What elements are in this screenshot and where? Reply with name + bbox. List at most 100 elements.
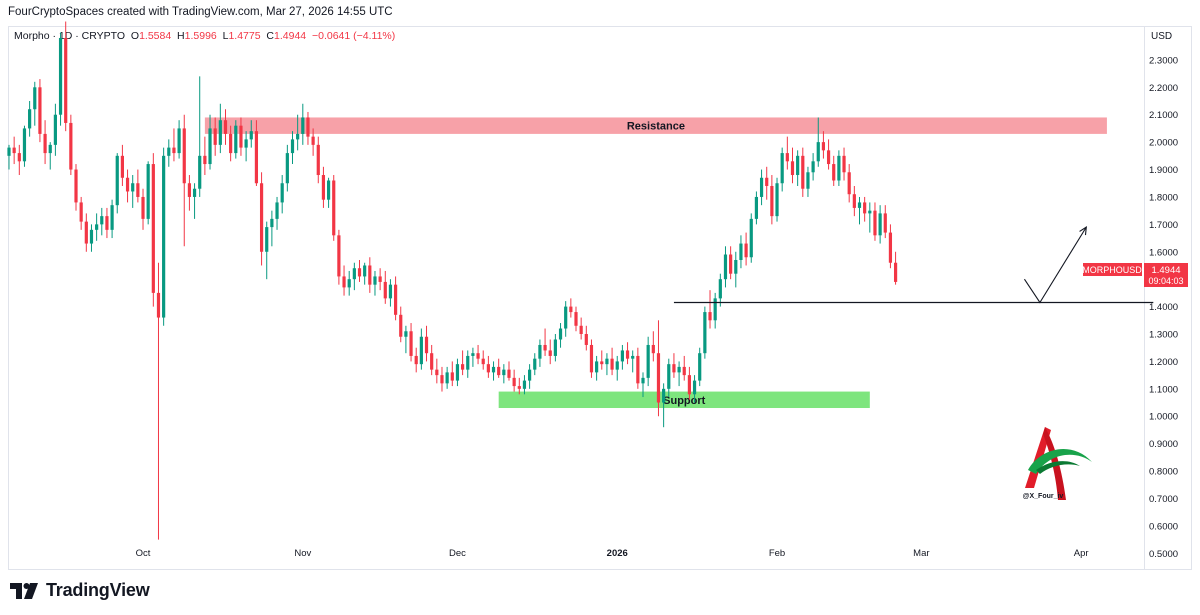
candle[interactable] bbox=[852, 194, 856, 208]
candle[interactable] bbox=[223, 120, 228, 134]
candle[interactable] bbox=[754, 196, 759, 219]
candle[interactable] bbox=[95, 224, 99, 230]
candle[interactable] bbox=[620, 350, 624, 362]
candle[interactable] bbox=[162, 155, 166, 318]
candle[interactable] bbox=[357, 268, 362, 277]
candle[interactable] bbox=[265, 227, 269, 252]
candle[interactable] bbox=[806, 172, 810, 189]
candle[interactable] bbox=[337, 235, 341, 277]
candle[interactable] bbox=[89, 229, 94, 244]
candle[interactable] bbox=[115, 155, 119, 206]
candle[interactable] bbox=[167, 147, 171, 156]
candle[interactable] bbox=[296, 133, 300, 140]
candle[interactable] bbox=[739, 243, 743, 260]
candle[interactable] bbox=[801, 155, 805, 189]
candle[interactable] bbox=[177, 128, 181, 154]
candle[interactable] bbox=[749, 218, 753, 258]
candle[interactable] bbox=[883, 213, 887, 233]
candle[interactable] bbox=[100, 216, 104, 225]
candle[interactable] bbox=[533, 358, 537, 370]
candle[interactable] bbox=[419, 336, 423, 365]
zone-resistance[interactable] bbox=[204, 117, 1107, 134]
candle[interactable] bbox=[203, 155, 207, 165]
candle[interactable] bbox=[615, 361, 619, 370]
candle[interactable] bbox=[414, 355, 418, 365]
candle[interactable] bbox=[110, 205, 114, 230]
candle[interactable] bbox=[136, 183, 140, 197]
candle[interactable] bbox=[326, 180, 331, 200]
candle[interactable] bbox=[399, 314, 403, 337]
candle[interactable] bbox=[182, 128, 186, 184]
candle[interactable] bbox=[393, 284, 398, 315]
candle[interactable] bbox=[729, 254, 733, 274]
candle[interactable] bbox=[275, 202, 279, 219]
candle[interactable] bbox=[79, 202, 83, 222]
candle[interactable] bbox=[347, 279, 351, 288]
candle[interactable] bbox=[600, 361, 604, 365]
candle[interactable] bbox=[847, 172, 851, 195]
candle[interactable] bbox=[667, 364, 671, 389]
candle[interactable] bbox=[888, 232, 893, 263]
candle[interactable] bbox=[285, 153, 289, 184]
candle[interactable] bbox=[821, 142, 826, 151]
candle[interactable] bbox=[33, 87, 37, 110]
candle[interactable] bbox=[811, 161, 815, 173]
candle[interactable] bbox=[125, 177, 130, 192]
candle[interactable] bbox=[450, 372, 454, 381]
candle[interactable] bbox=[522, 380, 527, 389]
candle[interactable] bbox=[17, 153, 21, 162]
candle[interactable] bbox=[713, 298, 717, 321]
candle[interactable] bbox=[368, 265, 372, 285]
candle[interactable] bbox=[826, 150, 831, 165]
tradingview-brand[interactable]: TradingView bbox=[46, 580, 150, 600]
candle[interactable] bbox=[785, 153, 789, 162]
candle[interactable] bbox=[816, 142, 820, 162]
candle[interactable] bbox=[873, 210, 877, 236]
candle[interactable] bbox=[280, 183, 284, 203]
candle[interactable] bbox=[868, 210, 872, 214]
candle[interactable] bbox=[832, 164, 836, 181]
candle[interactable] bbox=[837, 155, 841, 181]
candle[interactable] bbox=[677, 366, 681, 373]
candle[interactable] bbox=[84, 221, 88, 244]
candle[interactable] bbox=[311, 136, 315, 145]
candle[interactable] bbox=[502, 369, 506, 376]
candle[interactable] bbox=[595, 361, 599, 373]
candle[interactable] bbox=[187, 183, 192, 197]
candle[interactable] bbox=[491, 366, 496, 373]
candle[interactable] bbox=[512, 377, 516, 387]
candle[interactable] bbox=[857, 202, 862, 208]
tradingview-logo-icon[interactable] bbox=[10, 582, 40, 599]
candle[interactable] bbox=[528, 369, 532, 381]
candle[interactable] bbox=[58, 37, 63, 115]
candle[interactable] bbox=[156, 292, 161, 318]
candle[interactable] bbox=[208, 128, 212, 165]
candle[interactable] bbox=[481, 358, 485, 365]
candle[interactable] bbox=[476, 353, 480, 359]
candle[interactable] bbox=[486, 364, 490, 373]
candle[interactable] bbox=[796, 155, 800, 176]
candle[interactable] bbox=[151, 164, 155, 293]
candle[interactable] bbox=[146, 164, 150, 219]
candle[interactable] bbox=[22, 128, 27, 162]
candle[interactable] bbox=[863, 202, 867, 214]
candle[interactable] bbox=[770, 185, 774, 217]
candle[interactable] bbox=[687, 375, 691, 395]
candle[interactable] bbox=[641, 377, 645, 384]
candle[interactable] bbox=[636, 355, 640, 384]
candle[interactable] bbox=[646, 344, 650, 378]
candle[interactable] bbox=[249, 131, 253, 140]
candle[interactable] bbox=[378, 276, 382, 282]
candle[interactable] bbox=[352, 268, 356, 280]
candle[interactable] bbox=[497, 366, 501, 376]
candle[interactable] bbox=[558, 328, 563, 340]
candle[interactable] bbox=[564, 306, 568, 329]
candle[interactable] bbox=[229, 133, 233, 154]
candle[interactable] bbox=[254, 131, 259, 184]
candle[interactable] bbox=[723, 254, 728, 280]
candle[interactable] bbox=[53, 114, 57, 145]
candle[interactable] bbox=[38, 87, 42, 134]
candle[interactable] bbox=[48, 144, 52, 154]
candle[interactable] bbox=[301, 117, 305, 134]
